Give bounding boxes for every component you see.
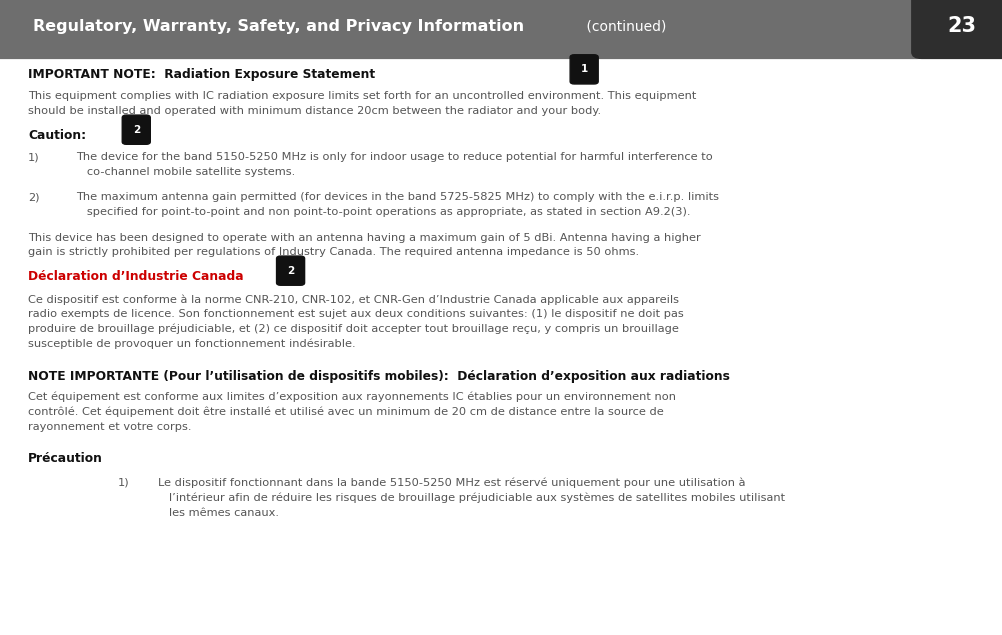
Text: (continued): (continued) <box>582 19 666 33</box>
Text: Ce dispositif est conforme à la norme CNR-210, CNR-102, et CNR-Gen d’Industrie C: Ce dispositif est conforme à la norme CN… <box>28 294 683 349</box>
FancyBboxPatch shape <box>0 0 927 58</box>
Text: 1: 1 <box>580 64 588 74</box>
Text: Regulatory, Warranty, Safety, and Privacy Information: Regulatory, Warranty, Safety, and Privac… <box>33 18 524 34</box>
Text: Caution:: Caution: <box>28 129 86 142</box>
Text: Le dispositif fonctionnant dans la bande 5150-5250 MHz est réservé uniquement po: Le dispositif fonctionnant dans la bande… <box>158 478 786 518</box>
Text: The maximum antenna gain permitted (for devices in the band 5725-5825 MHz) to co: The maximum antenna gain permitted (for … <box>76 192 719 217</box>
Text: 2: 2 <box>287 265 295 276</box>
Text: 1): 1) <box>28 152 40 163</box>
Text: IMPORTANT NOTE:  Radiation Exposure Statement: IMPORTANT NOTE: Radiation Exposure State… <box>28 68 375 81</box>
FancyBboxPatch shape <box>912 0 1002 58</box>
Text: Déclaration d’Industrie Canada: Déclaration d’Industrie Canada <box>28 270 243 283</box>
Text: This device has been designed to operate with an antenna having a maximum gain o: This device has been designed to operate… <box>28 233 700 257</box>
FancyBboxPatch shape <box>277 256 305 285</box>
Text: Cet équipement est conforme aux limites d’exposition aux rayonnements IC établie: Cet équipement est conforme aux limites … <box>28 392 676 432</box>
Text: The device for the band 5150-5250 MHz is only for indoor usage to reduce potenti: The device for the band 5150-5250 MHz is… <box>76 152 712 177</box>
Text: 1): 1) <box>118 478 130 488</box>
Text: Précaution: Précaution <box>28 452 103 465</box>
Text: This equipment complies with IC radiation exposure limits set forth for an uncon: This equipment complies with IC radiatio… <box>28 91 696 116</box>
FancyBboxPatch shape <box>122 115 150 144</box>
Text: 23: 23 <box>948 16 976 36</box>
FancyBboxPatch shape <box>570 55 598 84</box>
Text: 2: 2 <box>132 124 140 135</box>
Text: NOTE IMPORTANTE (Pour l’utilisation de dispositifs mobiles):  Déclaration d’expo: NOTE IMPORTANTE (Pour l’utilisation de d… <box>28 370 729 382</box>
Text: 2): 2) <box>28 192 39 203</box>
